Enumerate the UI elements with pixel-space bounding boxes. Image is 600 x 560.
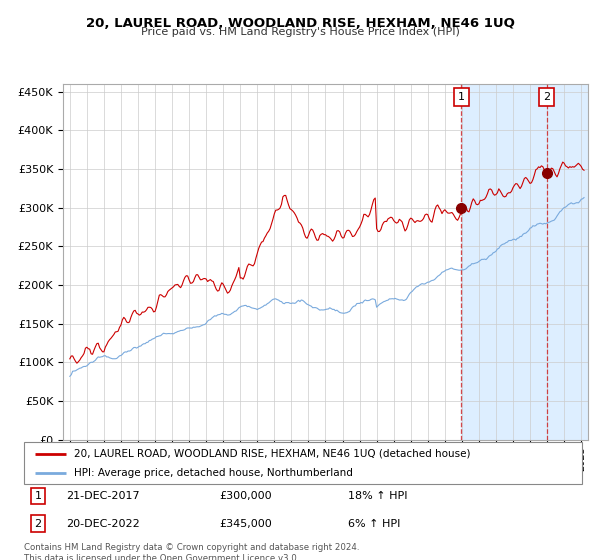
Text: HPI: Average price, detached house, Northumberland: HPI: Average price, detached house, Nort… bbox=[74, 468, 353, 478]
Text: £300,000: £300,000 bbox=[220, 491, 272, 501]
Text: Contains HM Land Registry data © Crown copyright and database right 2024.
This d: Contains HM Land Registry data © Crown c… bbox=[24, 543, 359, 560]
Bar bbox=[461, 84, 594, 440]
Text: Price paid vs. HM Land Registry's House Price Index (HPI): Price paid vs. HM Land Registry's House … bbox=[140, 27, 460, 37]
Text: 20, LAUREL ROAD, WOODLAND RISE, HEXHAM, NE46 1UQ (detached house): 20, LAUREL ROAD, WOODLAND RISE, HEXHAM, … bbox=[74, 449, 471, 459]
Text: 18% ↑ HPI: 18% ↑ HPI bbox=[347, 491, 407, 501]
FancyBboxPatch shape bbox=[24, 442, 582, 484]
Text: 2: 2 bbox=[543, 92, 550, 102]
Text: 2: 2 bbox=[34, 519, 41, 529]
Text: 1: 1 bbox=[458, 92, 465, 102]
Text: 21-DEC-2017: 21-DEC-2017 bbox=[66, 491, 139, 501]
Text: 6% ↑ HPI: 6% ↑ HPI bbox=[347, 519, 400, 529]
Text: £345,000: £345,000 bbox=[220, 519, 272, 529]
Text: 20, LAUREL ROAD, WOODLAND RISE, HEXHAM, NE46 1UQ: 20, LAUREL ROAD, WOODLAND RISE, HEXHAM, … bbox=[86, 17, 514, 30]
Text: 20-DEC-2022: 20-DEC-2022 bbox=[66, 519, 140, 529]
Text: 1: 1 bbox=[34, 491, 41, 501]
